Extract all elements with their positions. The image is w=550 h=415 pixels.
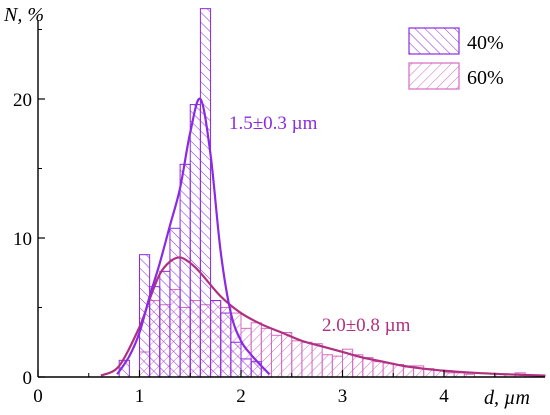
- x-axis-label: d, µm: [484, 387, 530, 409]
- bar-60: [331, 355, 344, 378]
- legend-swatch-60: [408, 62, 460, 90]
- legend-swatch-40: [408, 27, 460, 55]
- y-tick-label: 0: [23, 368, 33, 389]
- bar-40: [189, 104, 201, 378]
- bar-60: [291, 340, 303, 378]
- bar-60: [372, 361, 384, 378]
- bar-60: [311, 343, 323, 378]
- legend-label-60: 60%: [467, 67, 504, 89]
- fit-curve-60: [100, 256, 546, 377]
- bar-40: [230, 341, 242, 378]
- fit-curve-40: [116, 97, 271, 375]
- y-axis-label: N, %: [3, 4, 44, 26]
- bar-40: [240, 358, 252, 378]
- fit-label-40: 1.5±0.3 µm: [229, 113, 318, 134]
- y-axis-ticks: 0 10 20: [13, 29, 45, 389]
- bar-40: [159, 270, 171, 378]
- x-tick-label: 0: [33, 386, 43, 407]
- legend-label-40: 40%: [467, 32, 504, 54]
- x-tick-label: 2: [236, 386, 246, 407]
- x-tick-label: 3: [338, 386, 348, 407]
- x-tick-label: 1: [135, 386, 145, 407]
- bar-60: [382, 362, 394, 378]
- bar-60: [321, 354, 333, 378]
- bar-40: [169, 227, 181, 378]
- fit-label-60: 2.0±0.8 µm: [322, 315, 411, 336]
- bar-60: [301, 341, 313, 378]
- y-tick-label: 20: [13, 90, 32, 111]
- bar-40: [220, 312, 232, 378]
- y-tick-label: 10: [13, 229, 32, 250]
- bar-40: [210, 300, 222, 378]
- x-tick-label: 4: [439, 386, 449, 407]
- bar-40: [199, 8, 212, 378]
- bar-60: [281, 332, 293, 378]
- bar-40: [149, 286, 161, 378]
- x-axis-ticks: 0 1 2 3 4: [33, 370, 496, 407]
- legend: 40% 60%: [408, 27, 504, 90]
- bar-60: [270, 334, 283, 378]
- bar-40: [179, 163, 191, 378]
